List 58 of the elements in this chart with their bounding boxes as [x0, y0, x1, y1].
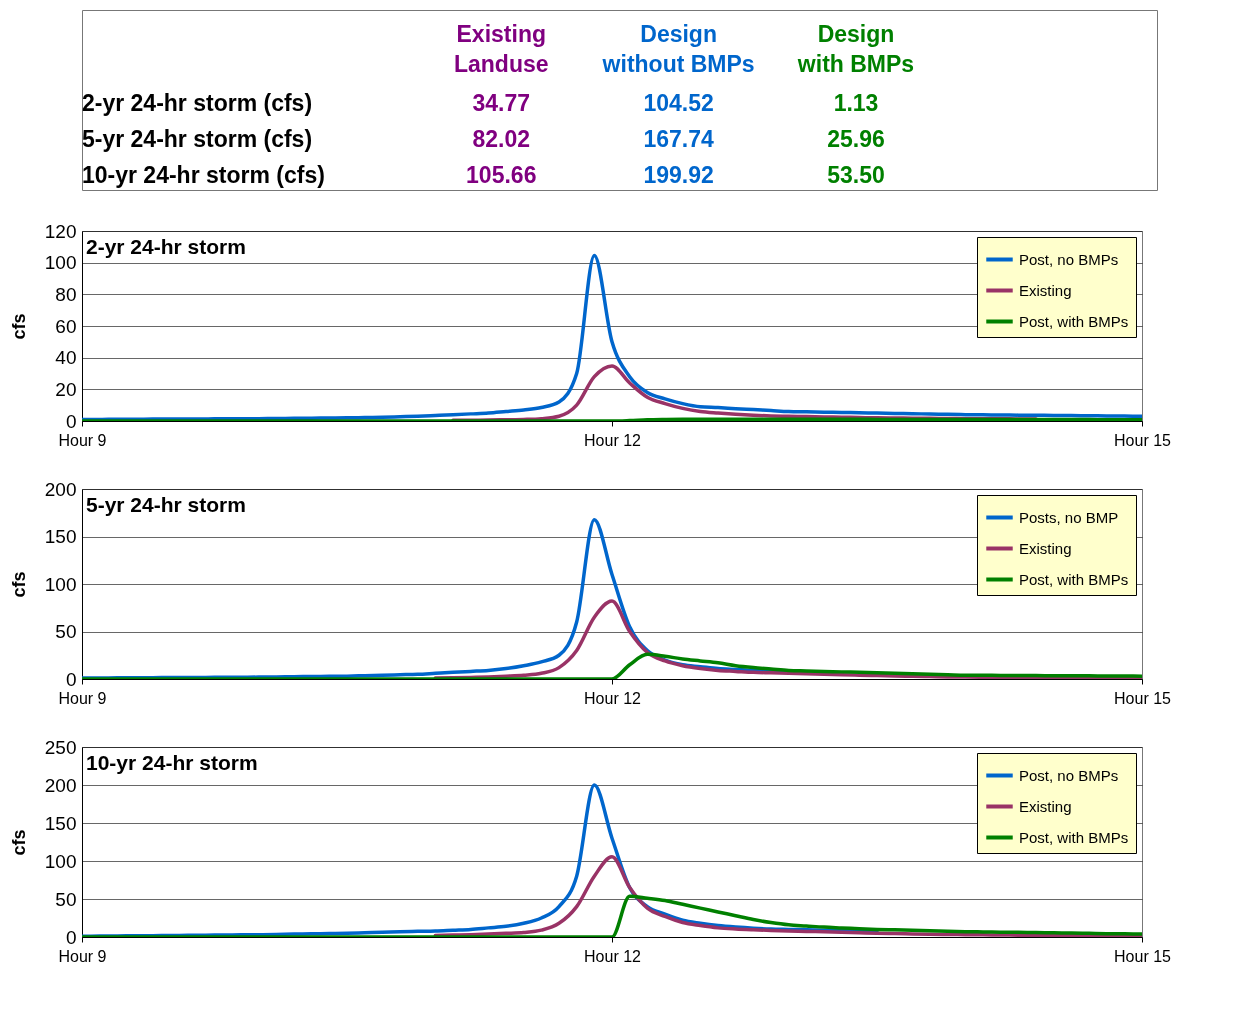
y-tick-label: 60 [55, 315, 77, 337]
y-tick-label: 250 [44, 736, 77, 758]
data-label: 167.74 [643, 125, 714, 152]
y-tick-label: 0 [65, 668, 77, 690]
y-axis-title: cfs [8, 829, 29, 856]
legend-label: Design with BMPs [796, 21, 915, 78]
x-tick-label: Hour 15 [1114, 431, 1172, 449]
y-axis-title: cfs [8, 571, 29, 598]
x-tick-label: Hour 12 [584, 689, 642, 707]
x-tick-label: Hour 9 [58, 431, 107, 449]
x-tick-label: Hour 9 [58, 689, 107, 707]
category-label: 2-yr 24-hr storm (cfs) [82, 89, 313, 116]
legend-label: Existing [1019, 539, 1072, 557]
y-tick-label: 0 [65, 926, 77, 948]
y-tick-label: 150 [44, 526, 77, 547]
legend-label: Post, with BMPs [1019, 312, 1129, 330]
legend-label: Post, no BMPs [1019, 766, 1119, 784]
data-label: 1.13 [833, 89, 879, 116]
legend-label: Post, with BMPs [1019, 570, 1129, 588]
legend-label: Existing [1019, 797, 1072, 815]
data-label: 25.96 [827, 125, 885, 152]
y-tick-label: 0 [65, 410, 77, 432]
y-tick-label: 80 [55, 283, 77, 305]
data-label: 53.50 [827, 161, 885, 188]
x-tick-label: Hour 12 [584, 431, 642, 449]
x-tick-label: Hour 15 [1114, 689, 1172, 707]
x-tick-label: Hour 15 [1114, 947, 1172, 965]
data-label: 104.52 [643, 89, 714, 116]
legend-label: Existing Landuse [453, 21, 549, 78]
data-label: 105.66 [466, 161, 537, 188]
x-tick-label: Hour 12 [584, 947, 642, 965]
y-tick-label: 20 [55, 378, 77, 400]
category-label: 5-yr 24-hr storm (cfs) [82, 125, 313, 152]
x-tick-label: Hour 9 [58, 947, 107, 965]
y-tick-label: 200 [44, 478, 77, 500]
y-tick-label: 120 [44, 220, 77, 242]
legend-label: Post, with BMPs [1019, 828, 1129, 846]
chart-title: 5-yr 24-hr storm [86, 493, 246, 516]
data-label: 82.02 [472, 125, 531, 152]
chart-title: 10-yr 24-hr storm [86, 751, 258, 774]
legend-label: Post, no BMPs [1019, 250, 1119, 268]
data-label: 199.92 [643, 161, 714, 188]
y-tick-label: 150 [44, 812, 77, 834]
chart-title: 2-yr 24-hr storm [86, 235, 246, 258]
y-tick-label: 200 [44, 774, 77, 796]
line-series [433, 854, 1142, 937]
y-tick-label: 50 [55, 621, 77, 642]
legend-label: Design without BMPs [601, 21, 755, 78]
y-tick-label: 100 [44, 850, 77, 872]
y-tick-label: 50 [55, 888, 77, 910]
legend-label: Existing [1019, 281, 1072, 299]
category-label: 10-yr 24-hr storm (cfs) [82, 161, 325, 188]
legend-label: Posts, no BMP [1019, 508, 1119, 526]
y-axis-title: cfs [8, 313, 29, 340]
y-tick-label: 40 [55, 347, 77, 369]
y-tick-label: 100 [44, 573, 77, 595]
data-label: 34.77 [472, 89, 531, 116]
y-tick-label: 100 [44, 252, 77, 274]
